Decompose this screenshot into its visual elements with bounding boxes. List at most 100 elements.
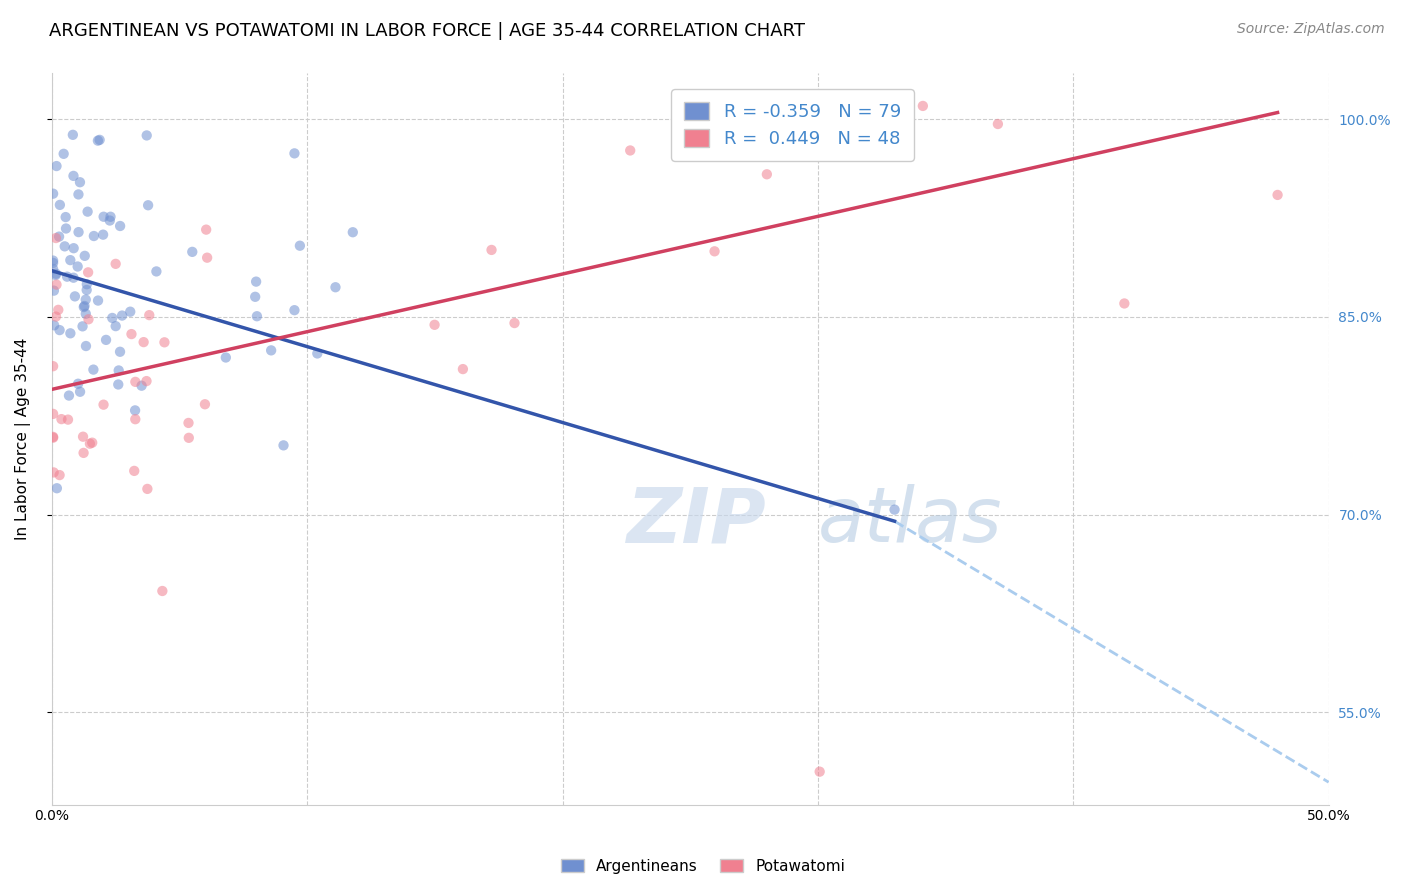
Point — [82, 362, 104, 376]
Point — [42, 186, 65, 201]
Point — [76, 277, 98, 292]
Point — [77, 312, 100, 326]
Point — [107, 377, 129, 392]
Point — [342, 225, 364, 239]
Point — [42, 262, 65, 277]
Point — [48, 323, 70, 337]
Point — [89, 133, 111, 147]
Point — [215, 351, 238, 365]
Point — [987, 117, 1010, 131]
Point — [73, 299, 96, 313]
Point — [703, 244, 725, 259]
Point — [246, 310, 269, 324]
Text: Source: ZipAtlas.com: Source: ZipAtlas.com — [1237, 22, 1385, 37]
Point — [63, 289, 86, 303]
Point — [195, 222, 218, 236]
Point — [451, 362, 474, 376]
Point — [45, 277, 67, 292]
Point — [45, 267, 67, 281]
Point — [808, 764, 831, 779]
Point — [77, 265, 100, 279]
Point — [53, 239, 76, 253]
Point — [135, 374, 157, 388]
Point — [58, 388, 80, 402]
Text: ZIP: ZIP — [627, 484, 766, 558]
Point — [51, 412, 73, 426]
Point — [69, 384, 91, 399]
Point — [245, 275, 267, 289]
Point — [55, 221, 77, 235]
Point — [45, 310, 67, 324]
Point — [108, 219, 131, 233]
Point — [42, 253, 65, 268]
Legend: Argentineans, Potawatomi: Argentineans, Potawatomi — [554, 853, 852, 880]
Point — [135, 128, 157, 143]
Point — [56, 412, 79, 426]
Point — [122, 464, 145, 478]
Point — [75, 293, 97, 307]
Point — [45, 268, 67, 282]
Point — [283, 303, 305, 318]
Point — [62, 169, 84, 183]
Point — [108, 344, 131, 359]
Point — [872, 99, 894, 113]
Text: ARGENTINEAN VS POTAWATOMI IN LABOR FORCE | AGE 35-44 CORRELATION CHART: ARGENTINEAN VS POTAWATOMI IN LABOR FORCE… — [49, 22, 806, 40]
Point — [42, 284, 65, 298]
Point — [72, 430, 94, 444]
Point — [243, 290, 266, 304]
Point — [42, 359, 65, 374]
Point — [73, 300, 96, 314]
Point — [883, 502, 905, 516]
Point — [177, 416, 200, 430]
Point — [911, 99, 934, 113]
Point — [325, 280, 347, 294]
Point — [94, 333, 117, 347]
Point — [67, 376, 90, 391]
Point — [46, 302, 69, 317]
Point — [150, 584, 173, 599]
Point — [42, 431, 65, 445]
Point — [93, 210, 115, 224]
Point — [87, 134, 110, 148]
Point — [153, 335, 176, 350]
Point — [124, 412, 146, 426]
Point — [66, 260, 89, 274]
Point — [42, 466, 65, 480]
Point — [101, 310, 124, 325]
Point — [121, 327, 143, 342]
Point — [136, 198, 159, 212]
Point — [1114, 296, 1136, 310]
Point — [45, 159, 67, 173]
Point — [56, 269, 79, 284]
Point — [273, 438, 295, 452]
Point — [100, 210, 122, 224]
Point — [42, 407, 65, 421]
Point — [107, 363, 129, 377]
Point — [44, 318, 66, 333]
Point — [45, 481, 67, 495]
Point — [755, 167, 778, 181]
Point — [283, 146, 305, 161]
Point — [1267, 188, 1289, 202]
Point — [82, 435, 104, 450]
Point — [194, 397, 217, 411]
Point — [145, 264, 167, 278]
Point — [93, 398, 115, 412]
Point — [136, 482, 159, 496]
Point — [59, 326, 82, 341]
Point — [48, 229, 70, 244]
Point — [104, 319, 127, 334]
Point — [83, 229, 105, 244]
Point — [59, 253, 82, 268]
Point — [76, 283, 98, 297]
Point — [98, 213, 121, 227]
Point — [75, 339, 97, 353]
Legend: R = -0.359   N = 79, R =  0.449   N = 48: R = -0.359 N = 79, R = 0.449 N = 48 — [671, 89, 914, 161]
Point — [72, 446, 94, 460]
Point — [73, 249, 96, 263]
Point — [52, 146, 75, 161]
Point — [503, 316, 526, 330]
Point — [91, 227, 114, 242]
Point — [79, 436, 101, 450]
Point — [75, 307, 97, 321]
